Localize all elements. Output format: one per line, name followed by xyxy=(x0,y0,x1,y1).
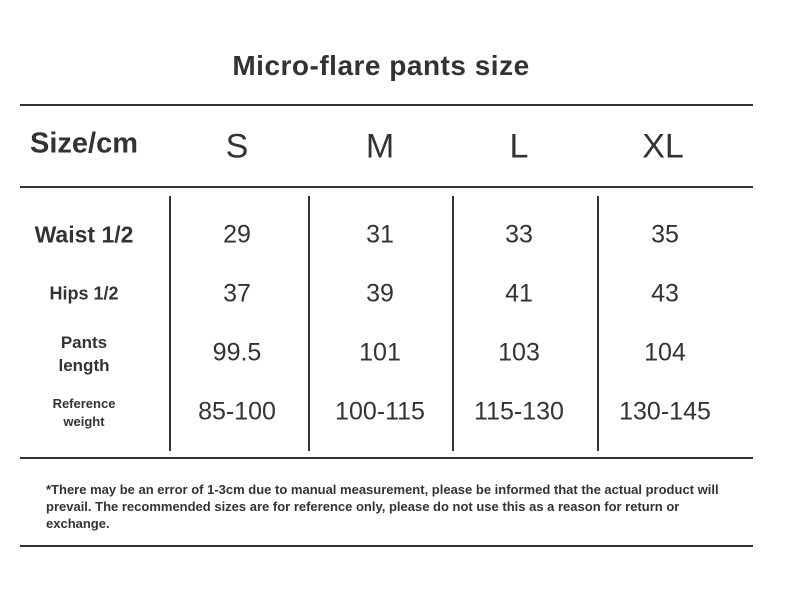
divider xyxy=(20,457,753,459)
row-label-hips: Hips 1/2 xyxy=(49,283,119,304)
label-line: Pants xyxy=(60,333,108,352)
divider xyxy=(20,186,753,188)
chart-title: Micro-flare pants size xyxy=(232,50,530,81)
table-cell: 85-100 xyxy=(198,397,276,426)
column-divider xyxy=(452,196,454,451)
table-cell: 35 xyxy=(651,220,679,249)
table-cell: 29 xyxy=(223,220,251,249)
table-cell: 115-130 xyxy=(474,397,564,426)
table-cell: 39 xyxy=(366,279,394,308)
table-cell: 37 xyxy=(223,279,251,308)
table-cell: 43 xyxy=(651,279,679,308)
column-divider xyxy=(597,196,599,451)
column-divider xyxy=(308,196,310,451)
row-label-waist: Waist 1/2 xyxy=(34,221,134,248)
divider xyxy=(20,104,753,106)
table-cell: 41 xyxy=(505,279,533,308)
size-header-l: L xyxy=(509,127,529,166)
row-label-pants-length: Pants length xyxy=(59,331,110,377)
size-header-s: S xyxy=(225,127,249,166)
table-cell: 104 xyxy=(644,338,686,367)
row-label-reference-weight: Reference weight xyxy=(53,395,116,431)
table-cell: 130-145 xyxy=(619,397,711,426)
table-cell: 100-115 xyxy=(335,397,425,426)
label-line: Reference xyxy=(52,396,116,411)
label-line: length xyxy=(58,356,110,375)
label-line: weight xyxy=(63,414,105,429)
size-header-m: M xyxy=(365,127,395,166)
table-cell: 33 xyxy=(505,220,533,249)
footnote: *There may be an error of 1-3cm due to m… xyxy=(46,482,719,531)
table-cell: 31 xyxy=(366,220,394,249)
size-header-xl: XL xyxy=(642,127,684,166)
column-divider xyxy=(169,196,171,451)
table-cell: 103 xyxy=(498,338,540,367)
table-cell: 99.5 xyxy=(212,338,262,367)
table-cell: 101 xyxy=(359,338,401,367)
divider xyxy=(20,545,753,547)
header-label: Size/cm xyxy=(30,127,138,160)
